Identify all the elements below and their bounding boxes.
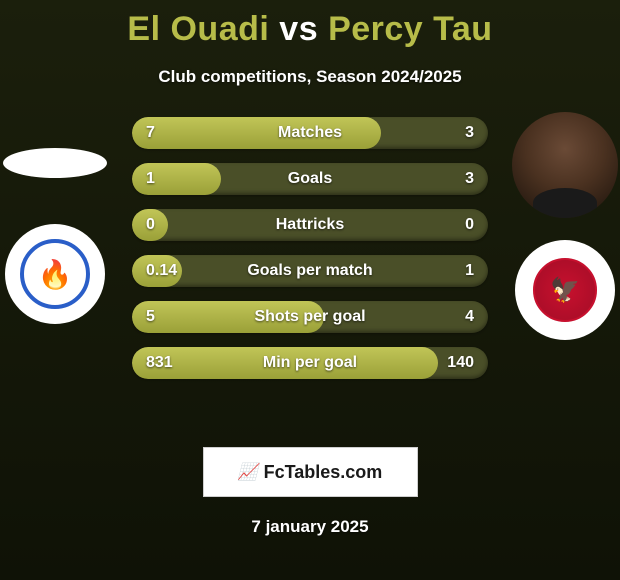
crest-badge: 🦅	[529, 254, 601, 326]
stat-label: Hattricks	[132, 209, 488, 241]
player1-club-crest: 🔥	[5, 224, 105, 324]
player2-club-crest: 🦅	[515, 240, 615, 340]
crest-ring: 🔥	[20, 239, 90, 309]
stat-bar-row: 73Matches	[132, 117, 488, 149]
title-player1: El Ouadi	[127, 10, 269, 48]
left-avatars: 🔥	[0, 112, 110, 324]
player2-avatar	[512, 112, 618, 218]
stat-bar-row: 54Shots per goal	[132, 301, 488, 333]
stat-bar-row: 0.141Goals per match	[132, 255, 488, 287]
stat-label: Goals per match	[132, 255, 488, 287]
stat-label: Goals	[132, 163, 488, 195]
eagle-icon: 🦅	[550, 276, 580, 305]
torch-icon: 🔥	[38, 258, 73, 291]
infographic-container: El Ouadi vs Percy Tau Club competitions,…	[0, 0, 620, 580]
page-title: El Ouadi vs Percy Tau	[0, 0, 620, 49]
stat-label: Min per goal	[132, 347, 488, 379]
stat-label: Matches	[132, 117, 488, 149]
stat-bar-row: 00Hattricks	[132, 209, 488, 241]
subtitle: Club competitions, Season 2024/2025	[0, 67, 620, 87]
stat-label: Shots per goal	[132, 301, 488, 333]
player1-avatar	[3, 148, 107, 178]
title-vs: vs	[279, 10, 318, 48]
title-player2: Percy Tau	[328, 10, 493, 48]
content-area: 🔥 🦅 73Matches 13Goals 00Hattricks 0.141Goal…	[0, 117, 620, 417]
chart-icon: 📈	[238, 462, 258, 482]
stat-bars: 73Matches 13Goals 00Hattricks 0.141Goals pe…	[132, 117, 488, 379]
stat-bar-row: 831140Min per goal	[132, 347, 488, 379]
brand-text: FcTables.com	[264, 462, 383, 483]
date-text: 7 january 2025	[0, 517, 620, 537]
brand-badge: 📈 FcTables.com	[203, 447, 418, 497]
right-avatars: 🦅	[510, 112, 620, 340]
stat-bar-row: 13Goals	[132, 163, 488, 195]
